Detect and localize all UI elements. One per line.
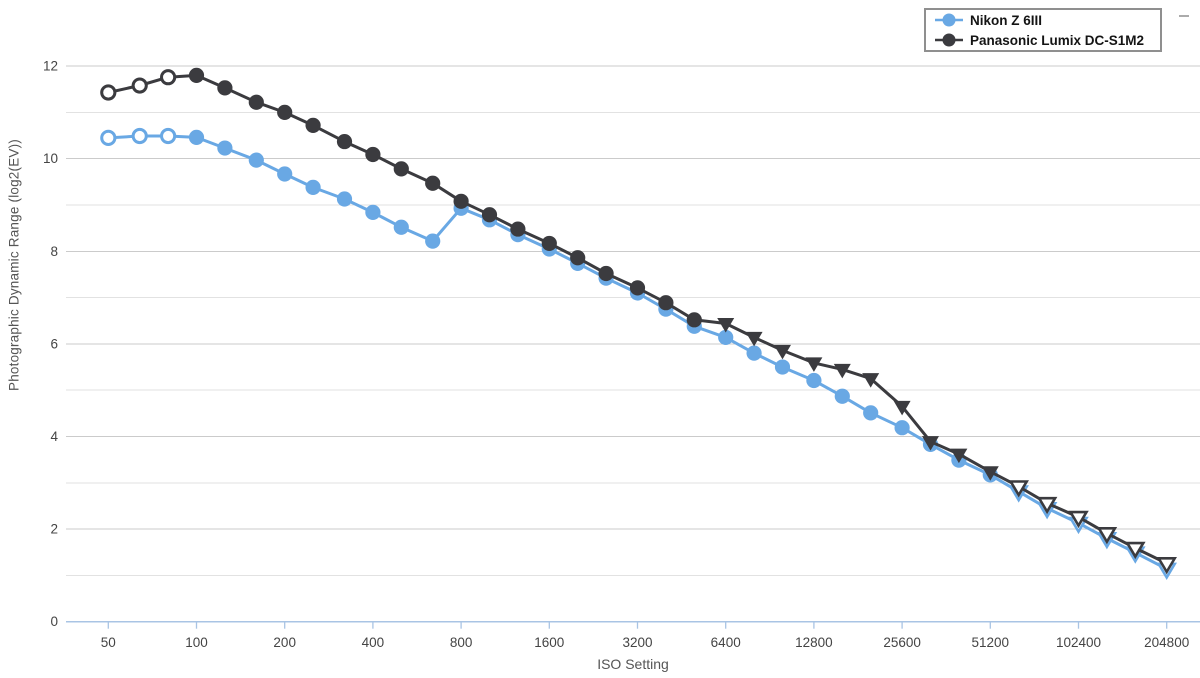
data-point-circle bbox=[453, 193, 469, 209]
data-point-triangle bbox=[921, 436, 939, 451]
data-point-open-triangle bbox=[1008, 480, 1029, 498]
data-point-triangle bbox=[862, 373, 880, 388]
data-point-circle bbox=[188, 129, 205, 146]
gridlines bbox=[66, 65, 1200, 576]
data-point-circle bbox=[658, 295, 674, 311]
y-tick-label: 10 bbox=[43, 151, 58, 166]
data-point-circle bbox=[365, 204, 381, 221]
data-point-circle bbox=[217, 140, 233, 156]
data-point-open-circle bbox=[160, 127, 177, 145]
data-point-open-triangle bbox=[1156, 557, 1177, 575]
data-point-circle bbox=[305, 117, 321, 133]
data-point-circle bbox=[598, 265, 614, 282]
data-point-triangle bbox=[981, 466, 999, 481]
x-axis-title: ISO Setting bbox=[597, 656, 669, 672]
data-point-triangle bbox=[893, 400, 911, 416]
x-tick-label: 50 bbox=[101, 635, 116, 650]
x-tick-label: 51200 bbox=[972, 635, 1010, 650]
x-tick-label: 204800 bbox=[1144, 635, 1189, 650]
data-point-open-triangle bbox=[1096, 526, 1118, 545]
x-tick-label: 200 bbox=[273, 635, 296, 650]
data-point-circle bbox=[718, 329, 734, 346]
data-point-circle bbox=[425, 175, 441, 191]
y-tick-label: 6 bbox=[50, 336, 58, 351]
legend-item-panasonic-lumix-dc-s1m2[interactable]: Panasonic Lumix DC-S1M2 bbox=[934, 31, 1160, 50]
ui-dash-artifact bbox=[1179, 15, 1189, 17]
x-tick-label: 100 bbox=[185, 635, 208, 650]
data-point-circle bbox=[393, 219, 409, 235]
x-tick-label: 12800 bbox=[795, 635, 833, 650]
y-tick-label: 0 bbox=[50, 614, 58, 629]
y-tick-label: 12 bbox=[43, 59, 58, 74]
data-point-triangle bbox=[773, 344, 791, 360]
data-point-circle bbox=[629, 280, 646, 296]
data-point-circle bbox=[336, 191, 353, 207]
data-point-circle bbox=[425, 233, 441, 249]
data-point-triangle bbox=[745, 331, 763, 347]
data-point-open-circle bbox=[131, 77, 148, 94]
data-point-circle bbox=[541, 235, 557, 252]
data-point-open-triangle bbox=[1068, 510, 1089, 529]
data-point-circle bbox=[510, 221, 526, 237]
data-point-circle bbox=[305, 179, 321, 196]
data-point-open-circle bbox=[160, 69, 177, 86]
series-line bbox=[106, 73, 1169, 565]
data-point-open-circle bbox=[131, 127, 148, 145]
data-point-circle bbox=[746, 345, 762, 361]
legend-item-label: Nikon Z 6III bbox=[970, 12, 1043, 28]
series-marker-icon bbox=[935, 33, 963, 47]
x-tick-label: 6400 bbox=[711, 635, 741, 650]
series-panasonic-lumix-dc-s1m2[interactable] bbox=[100, 67, 1177, 575]
data-point-circle bbox=[277, 104, 293, 120]
series-marker-icon bbox=[935, 13, 963, 27]
data-point-circle bbox=[570, 250, 586, 266]
data-point-open-circle bbox=[100, 129, 117, 146]
data-point-circle bbox=[863, 405, 879, 421]
legend: Nikon Z 6III Panasonic Lumix DC-S1M2 bbox=[924, 8, 1162, 52]
legend-item-label: Panasonic Lumix DC-S1M2 bbox=[970, 32, 1145, 48]
data-point-circle bbox=[393, 161, 409, 177]
data-point-open-triangle bbox=[1125, 541, 1146, 560]
data-point-circle bbox=[894, 420, 910, 436]
data-point-open-triangle bbox=[1036, 496, 1058, 515]
x-tick-label: 25600 bbox=[883, 635, 921, 650]
y-axis-labels: 0 2 4 6 8 10 12 bbox=[43, 59, 59, 630]
data-point-triangle bbox=[805, 357, 823, 372]
y-tick-label: 4 bbox=[50, 429, 58, 444]
data-point-open-circle bbox=[100, 84, 117, 101]
data-point-triangle bbox=[950, 448, 968, 464]
data-point-circle bbox=[365, 146, 381, 163]
data-point-triangle bbox=[717, 318, 735, 333]
data-point-circle bbox=[481, 207, 498, 223]
data-point-circle bbox=[686, 312, 702, 328]
data-point-circle bbox=[277, 166, 293, 182]
y-tick-label: 2 bbox=[50, 522, 58, 537]
x-tick-label: 102400 bbox=[1056, 635, 1101, 650]
data-point-circle bbox=[806, 372, 822, 389]
data-point-circle bbox=[834, 388, 850, 404]
data-point-triangle bbox=[833, 363, 851, 379]
x-tick-label: 800 bbox=[450, 635, 473, 650]
data-point-circle bbox=[217, 80, 233, 96]
series-line bbox=[106, 134, 1169, 571]
y-axis-title: Photographic Dynamic Range (log2(EV)) bbox=[6, 138, 22, 392]
data-point-circle bbox=[188, 67, 205, 83]
data-point-circle bbox=[336, 133, 353, 150]
x-axis-ticks: 50 100 200 400 800 1600 3200 6400 12800 25600 5120… bbox=[101, 621, 1189, 650]
series-nikon-z-6iii[interactable] bbox=[100, 127, 1177, 580]
x-tick-label: 3200 bbox=[622, 635, 652, 650]
data-point-circle bbox=[248, 94, 264, 110]
y-tick-label: 8 bbox=[50, 244, 58, 259]
legend-item-nikon-z-6iii[interactable]: Nikon Z 6III bbox=[934, 11, 1160, 30]
x-tick-label: 1600 bbox=[534, 635, 564, 650]
data-point-circle bbox=[774, 359, 791, 375]
data-point-circle bbox=[248, 152, 264, 168]
x-tick-label: 400 bbox=[362, 635, 385, 650]
